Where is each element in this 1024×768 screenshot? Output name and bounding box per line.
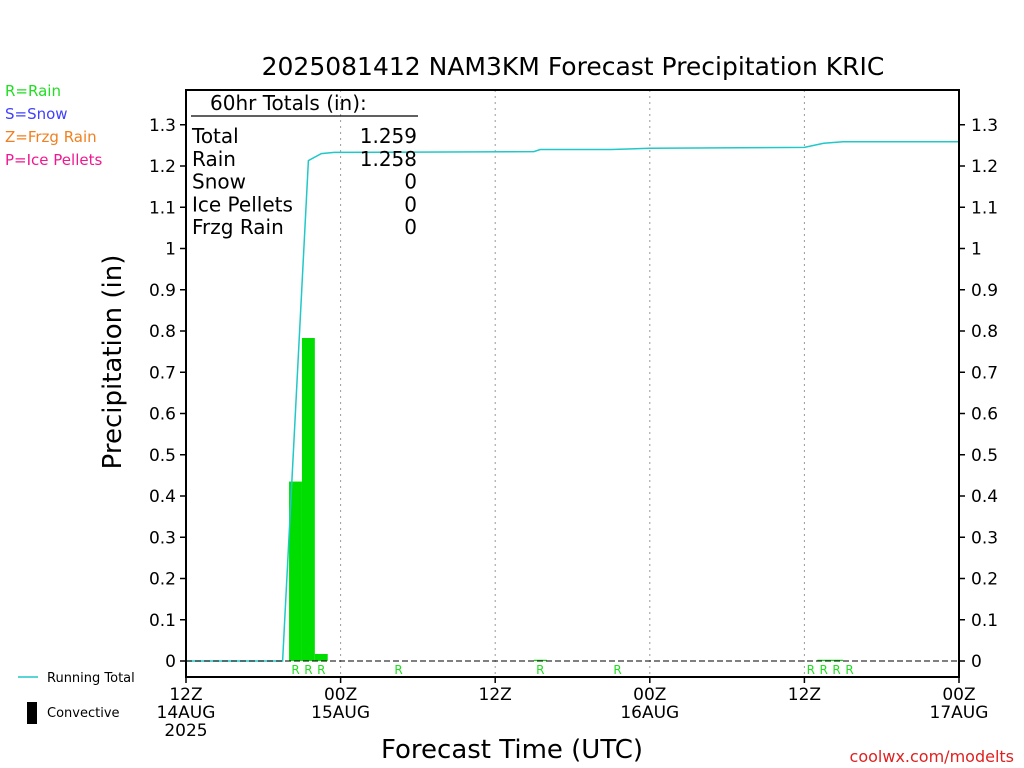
legend-bar-swatch bbox=[27, 702, 37, 724]
plot-frame bbox=[185, 89, 960, 678]
type-marker: R bbox=[317, 663, 325, 677]
type-marker: R bbox=[394, 663, 402, 677]
running-total-line bbox=[186, 140, 959, 662]
y-tick-label: 0.4 bbox=[149, 487, 176, 507]
y-tick-label: 0.5 bbox=[971, 446, 998, 466]
y-tick-label: 1.2 bbox=[149, 157, 176, 177]
legend-type-entry: R=Rain bbox=[5, 82, 61, 100]
precip-bar bbox=[301, 338, 315, 661]
x-tick-label: 17AUG bbox=[930, 703, 989, 723]
y-tick-label: 0.7 bbox=[149, 363, 176, 383]
totals-heading: 60hr Totals (in): bbox=[210, 91, 367, 115]
y-axis-left: 0 0.1 0.2 0.3 0.4 0.5 0.6 0.7 0.8 0.9 1 1.1 1.2 1.3 bbox=[149, 116, 186, 672]
y-tick-label: 1.3 bbox=[149, 116, 176, 136]
y-tick-label: 1.1 bbox=[971, 198, 998, 218]
x-axis-label: Forecast Time (UTC) bbox=[381, 735, 643, 765]
totals-row-value: 0 bbox=[404, 215, 417, 239]
totals-row-label: Ice Pellets bbox=[192, 192, 293, 216]
type-marker: R bbox=[807, 663, 815, 677]
grid-lines bbox=[340, 90, 805, 677]
x-tick-label: 16AUG bbox=[620, 703, 679, 723]
x-tick-label: 12Z bbox=[788, 685, 821, 705]
y-tick-label: 0.4 bbox=[971, 487, 998, 507]
x-tick-label: 14AUG bbox=[157, 703, 216, 723]
x-tick-label: 00Z bbox=[633, 685, 666, 705]
totals-row-value: 0 bbox=[404, 192, 417, 216]
precip-bar bbox=[817, 659, 831, 661]
watermark: coolwx.com/modelts bbox=[850, 747, 1014, 766]
y-tick-label: 0 bbox=[165, 652, 176, 672]
legend-line-label: Convective bbox=[47, 706, 120, 721]
y-tick-label: 0 bbox=[971, 652, 982, 672]
y-tick-label: 0.1 bbox=[149, 611, 176, 631]
legend-type-entry: S=Snow bbox=[5, 105, 68, 123]
x-tick-label: 2025 bbox=[164, 721, 207, 741]
totals-row-value: 0 bbox=[404, 170, 417, 194]
y-tick-label: 1.1 bbox=[149, 198, 176, 218]
chart-title: 2025081412 NAM3KM Forecast Precipitation… bbox=[262, 52, 885, 81]
y-tick-label: 0.1 bbox=[971, 611, 998, 631]
precip-bar bbox=[533, 659, 547, 661]
type-marker: R bbox=[613, 663, 621, 677]
totals-row-label: Frzg Rain bbox=[192, 215, 284, 239]
x-tick-label: 12Z bbox=[479, 685, 512, 705]
legend-type-entry: P=Ice Pellets bbox=[5, 151, 102, 169]
y-tick-label: 1 bbox=[165, 240, 176, 260]
totals-row-value: 1.259 bbox=[360, 124, 417, 148]
totals-row-label: Rain bbox=[192, 147, 236, 171]
x-tick-label: 15AUG bbox=[311, 703, 370, 723]
precip-bars bbox=[289, 338, 844, 661]
y-tick-label: 0.6 bbox=[971, 405, 998, 425]
x-tick-label: 12Z bbox=[169, 685, 202, 705]
legend-line-label: Running Total bbox=[47, 671, 135, 686]
series-legend: Running Total Convective bbox=[18, 671, 135, 724]
totals-box: 60hr Totals (in): Total 1.259 Rain 1.258 Snow… bbox=[191, 91, 418, 239]
type-marker: R bbox=[820, 663, 828, 677]
type-marker: R bbox=[845, 663, 853, 677]
y-tick-label: 0.9 bbox=[971, 281, 998, 301]
y-tick-label: 0.5 bbox=[149, 446, 176, 466]
precip-bar bbox=[289, 481, 302, 661]
type-marker: R bbox=[832, 663, 840, 677]
totals-row-label: Total bbox=[191, 124, 239, 148]
y-tick-label: 1.2 bbox=[971, 157, 998, 177]
type-marker: R bbox=[304, 663, 312, 677]
y-tick-label: 0.2 bbox=[971, 570, 998, 590]
x-tick-label: 00Z bbox=[942, 685, 975, 705]
y-tick-label: 1 bbox=[971, 240, 982, 260]
y-tick-label: 0.7 bbox=[971, 363, 998, 383]
type-marker: R bbox=[291, 663, 299, 677]
y-tick-label: 0.8 bbox=[149, 322, 176, 342]
y-tick-label: 0.8 bbox=[971, 322, 998, 342]
x-tick-label: 00Z bbox=[324, 685, 357, 705]
precip-bar bbox=[830, 659, 844, 661]
y-tick-label: 0.2 bbox=[149, 570, 176, 590]
y-axis-right: 0 0.1 0.2 0.3 0.4 0.5 0.6 0.7 0.8 0.9 1 1.1 1.2 1.3 bbox=[959, 116, 998, 672]
y-tick-label: 0.3 bbox=[149, 528, 176, 548]
y-tick-label: 0.3 bbox=[971, 528, 998, 548]
totals-row-label: Snow bbox=[192, 170, 246, 194]
totals-row-value: 1.258 bbox=[360, 147, 417, 171]
type-marker: R bbox=[536, 663, 544, 677]
precip-bar bbox=[314, 653, 328, 661]
legend-type-entry: Z=Frzg Rain bbox=[5, 128, 97, 146]
y-axis-label: Precipitation (in) bbox=[98, 255, 128, 470]
y-tick-label: 0.6 bbox=[149, 405, 176, 425]
y-tick-label: 0.9 bbox=[149, 281, 176, 301]
precip-type-legend: R=Rain S=Snow Z=Frzg Rain P=Ice Pellets bbox=[5, 82, 102, 169]
y-tick-label: 1.3 bbox=[971, 116, 998, 136]
